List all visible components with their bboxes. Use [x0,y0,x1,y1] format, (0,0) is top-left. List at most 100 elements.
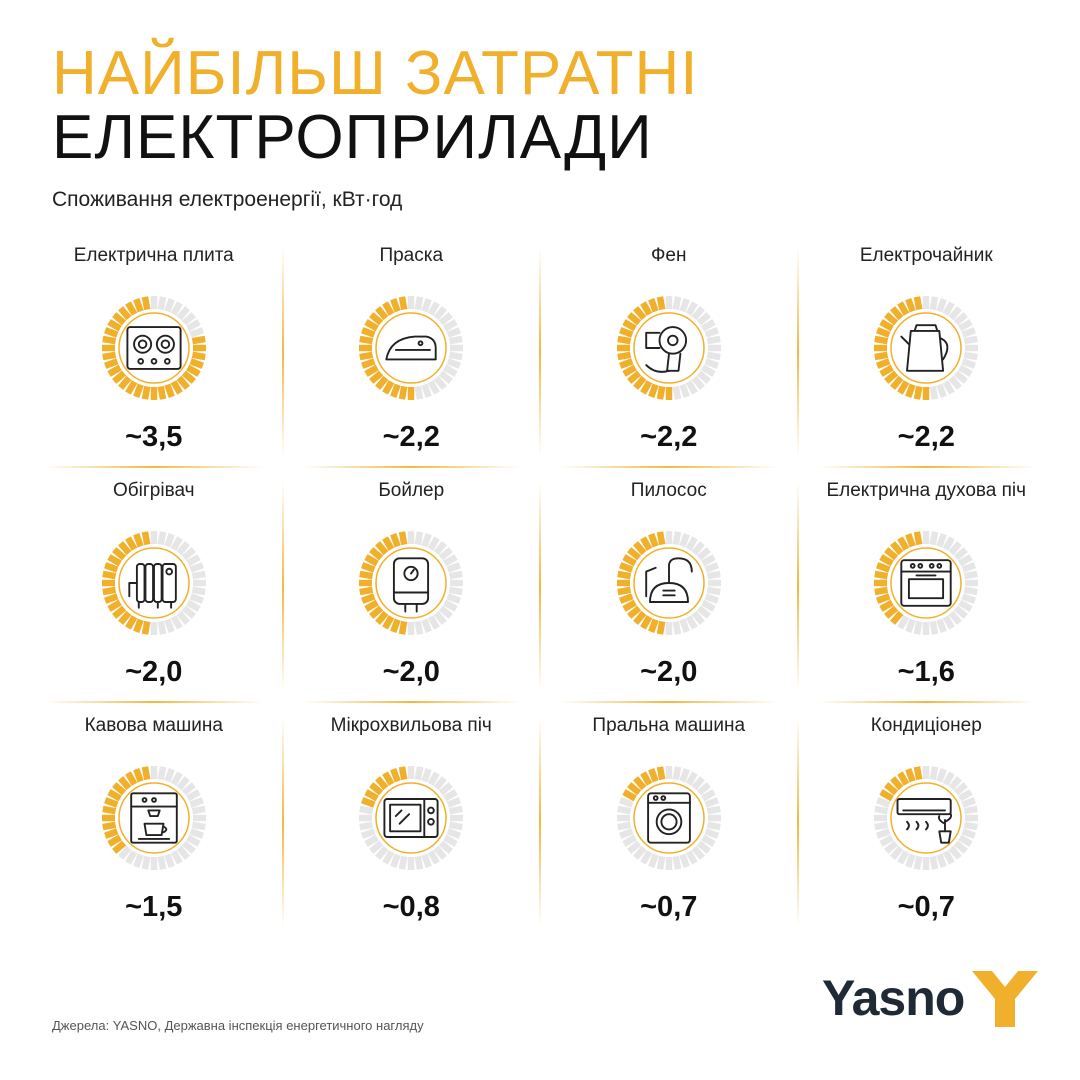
gauge-svg [609,288,729,408]
gauge-segment-active [371,608,381,616]
gauge-segment-inactive [960,322,971,329]
gauge-segment-inactive [161,297,163,310]
gauge-segment-inactive [441,843,451,851]
gauge-segment-active [109,368,120,375]
gauge-segment-inactive [963,831,975,835]
gauge-segment-inactive [951,848,959,858]
gauge-segment-inactive [179,778,187,788]
gauge-segment-inactive [956,608,966,616]
gauge-segment-inactive [360,809,373,811]
gauge-segment-active [635,543,643,553]
gauge-segment-active [629,608,639,616]
gauge-segment-active [385,617,392,628]
gauge-segment-inactive [167,620,171,632]
gauge-segment-active [917,386,919,399]
gauge-segment-inactive [699,843,709,851]
gauge-segment-inactive [688,303,695,314]
gauge-segment-active [179,378,187,388]
gauge-segment-inactive [940,855,944,867]
gauge-segment-inactive [682,534,686,546]
gauge-segment-active [105,596,117,600]
gauge-segment-active [173,382,180,393]
gauge-segment-inactive [192,809,205,811]
gauge-segment-active [128,382,135,393]
gauge-segment-inactive [190,831,202,835]
gauge-segment-active [128,303,135,314]
consumption-value: ~0,7 [798,891,1056,924]
appliance-label: Електрична духова піч [808,480,1046,501]
consumption-gauge [94,288,214,408]
gauge-segment-active [371,315,381,323]
gauge-segment-inactive [161,621,163,634]
gauge-segment-active [192,355,205,357]
gauge-segment-active [877,330,889,334]
gauge-segment-inactive [184,608,194,616]
gauge-segment-active [103,574,116,576]
gauge-segment-active [385,538,392,549]
gauge-segment-active [136,534,140,546]
washing-machine-icon [648,793,690,842]
gauge-segment-inactive [963,565,975,569]
gauge-segment-inactive [448,565,460,569]
gauge-segment-inactive [703,792,714,799]
gauge-segment-inactive [965,809,978,811]
gauge-segment-active [643,617,650,628]
gauge-segment-active [881,603,892,610]
gauge-segment-active [103,590,116,592]
gauge-segment-inactive [705,596,717,600]
gauge-segment-inactive [445,322,456,329]
gauge-segment-inactive [960,838,971,845]
gauge-segment-active [635,308,643,318]
gauge-segment-inactive [893,848,901,858]
gauge-segment-active [145,621,147,634]
gauge-segment-inactive [707,355,720,357]
gauge-segment-inactive [448,831,460,835]
gauge-segment-active [629,373,639,381]
gauge-segment-active [900,538,907,549]
gauge-segment-inactive [688,852,695,863]
gauge-segment-inactive [362,831,374,835]
gauge-segment-active [893,378,901,388]
gauge-segment-inactive [378,848,386,858]
gauge-segment-active [643,773,650,784]
gauge-segment-inactive [441,315,451,323]
gauge-segment-active [366,557,377,564]
gauge-segment-inactive [179,613,187,623]
gauge-segment-active [877,565,889,569]
gauge-segment-inactive [956,843,966,851]
gauge-segment-inactive [448,361,460,365]
gauge-segment-active [881,557,892,564]
gauge-segment-active [917,297,919,310]
appliance-card: Пральна машина ~0,7 [540,705,798,940]
gauge-svg [94,758,214,878]
consumption-gauge [351,758,471,878]
gauge-segment-active [378,378,386,388]
appliance-card: Кавова машина ~1,5 [25,705,283,940]
gauge-segment-active [893,308,901,318]
gauge-segment-inactive [418,297,420,310]
gauge-segment-active [128,538,135,549]
yasno-logo: Yasno [822,965,1040,1031]
gauge-segment-inactive [179,848,187,858]
gauge-segment-active [362,565,374,569]
gauge-segment-inactive [908,620,912,632]
gauge-segment-active [886,315,896,323]
gauge-segment-inactive [886,843,896,851]
gauge-segment-active [120,308,128,318]
consumption-gauge [351,288,471,408]
gauge-segment-inactive [707,590,720,592]
gauge-segment-inactive [635,848,643,858]
gauge-segment-inactive [441,373,451,381]
gauge-segment-active [651,769,655,781]
gauge-segment-inactive [682,620,686,632]
gauge-segment-active [635,613,643,623]
gauge-segment-inactive [173,538,180,549]
gauge-segment-inactive [688,538,695,549]
gauge-segment-inactive [946,538,953,549]
gauge-segment-active [900,382,907,393]
gauge-svg [609,523,729,643]
iron-icon [387,337,436,360]
gauge-segment-inactive [694,848,702,858]
gauge-segment-inactive [441,608,451,616]
gauge-segment-inactive [431,773,438,784]
